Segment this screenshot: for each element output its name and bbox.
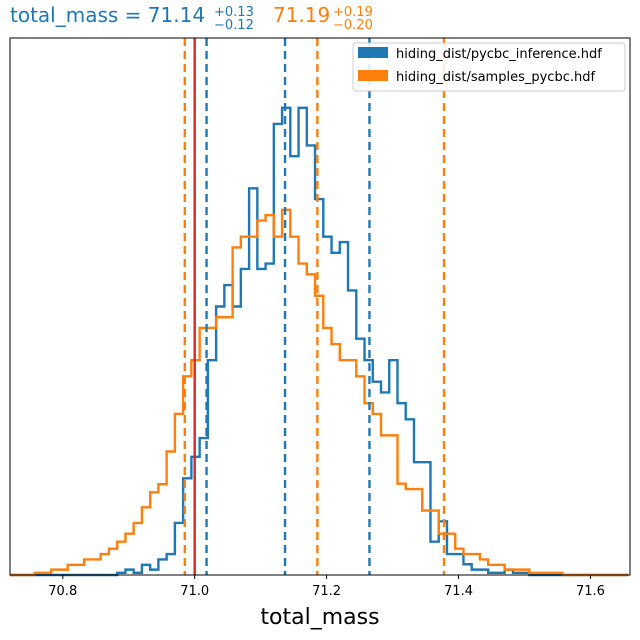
- title-series2-plus: +0.19: [333, 5, 373, 20]
- title-series1-value: total_mass = 71.14: [10, 3, 205, 27]
- vline-layer: [183, 38, 446, 575]
- x-tick-label-4: 71.4: [444, 584, 473, 599]
- x-axis-ticks: 70.8 71.0 71.2 71.4 71.6: [48, 575, 605, 599]
- x-axis-label: total_mass: [260, 605, 379, 630]
- x-tick-label-5: 71.6: [576, 584, 605, 599]
- legend-label-series1: hiding_dist/pycbc_inference.hdf: [396, 47, 602, 62]
- legend-box: [352, 42, 626, 92]
- x-tick-label-1: 70.8: [48, 584, 77, 599]
- histogram-series-1: [10, 106, 629, 577]
- title-series1-minus: −0.12: [214, 18, 254, 33]
- title-series1-plus: +0.13: [214, 5, 254, 20]
- x-tick-label-3: 71.2: [312, 584, 341, 599]
- legend-swatch-series1: [358, 47, 388, 58]
- title-series2-value: 71.19: [273, 3, 330, 27]
- plot-area: [9, 37, 631, 577]
- legend-swatch-series2: [358, 70, 388, 81]
- title-series2-minus: −0.20: [333, 18, 373, 33]
- legend: hiding_dist/pycbc_inference.hdf hiding_d…: [352, 42, 626, 92]
- plot-frame: [9, 37, 631, 576]
- legend-label-series2: hiding_dist/samples_pycbc.hdf: [396, 70, 595, 85]
- x-tick-label-2: 71.0: [180, 584, 209, 599]
- series-layer: [10, 106, 629, 577]
- histogram-series-2: [10, 208, 629, 577]
- chart-title: total_mass = 71.14: [10, 3, 205, 27]
